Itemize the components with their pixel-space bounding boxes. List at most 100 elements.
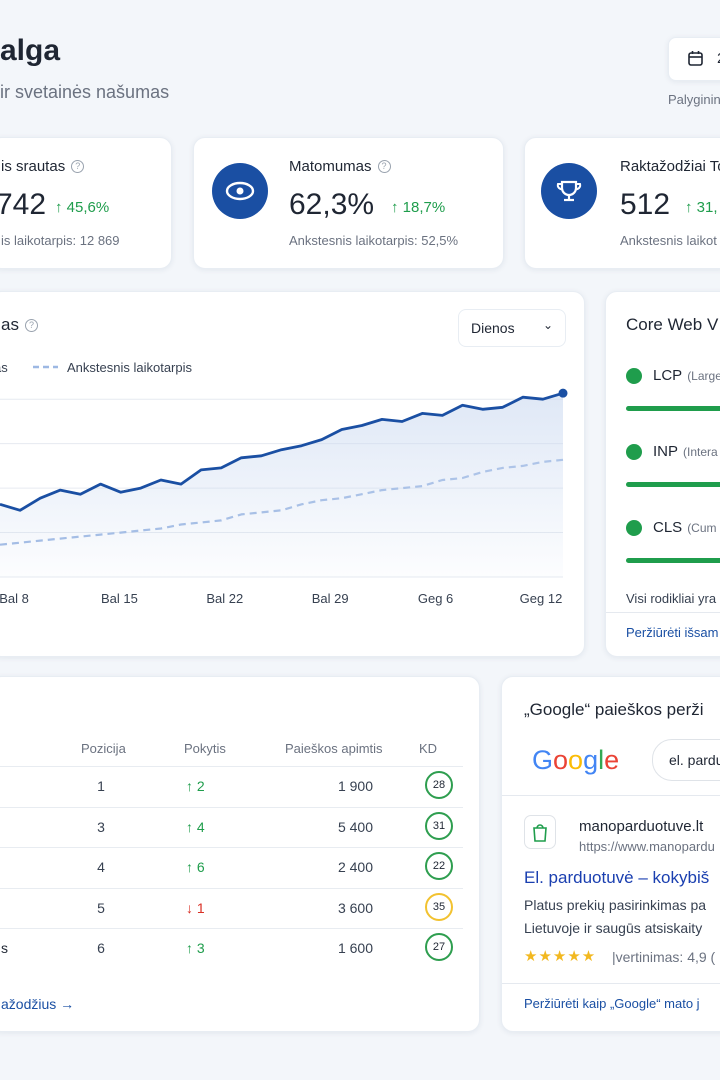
vital-name: CLS xyxy=(653,519,683,536)
stat-previous: is laikotarpis: 12 869 xyxy=(1,233,120,248)
google-logo-text: Google xyxy=(532,745,619,775)
preview-title: „Google“ paieškos perži xyxy=(524,700,704,719)
arrow-up: ↑ xyxy=(186,778,197,794)
x-tick-label: Geg 6 xyxy=(418,591,453,606)
page-subtitle: ir svetainės našumas xyxy=(0,82,170,102)
vital-bar xyxy=(626,558,720,563)
date-button[interactable]: 2 xyxy=(668,37,720,81)
help-icon: ? xyxy=(24,319,38,332)
legend-label: as xyxy=(0,360,8,375)
vital-bar xyxy=(626,406,720,411)
chart-title-text: as xyxy=(1,315,19,334)
stat-card: Raktažodžiai To 512 ↑ 31, Ankstesnis lai… xyxy=(524,137,720,269)
search-query: el. pardu xyxy=(669,752,720,768)
calendar-icon xyxy=(688,51,703,66)
kd-badge: 28 xyxy=(425,771,453,799)
divider xyxy=(502,795,720,796)
page-title: alga xyxy=(0,34,61,67)
change: ↑ 3 xyxy=(186,940,205,956)
logo-letter: l xyxy=(598,745,604,775)
x-tick-label: Bal 8 xyxy=(0,591,29,606)
result-description: Lietuvoje ir saugūs atsiskaity xyxy=(524,920,703,936)
kd-badge: 27 xyxy=(425,933,453,961)
status-dot xyxy=(626,368,642,384)
area xyxy=(0,393,563,577)
result-headline[interactable]: El. parduotuvė – kokybiš xyxy=(524,868,710,887)
vital-bar xyxy=(626,482,720,487)
stat-value: 512 xyxy=(620,188,671,221)
keywords-link-text: ažodžius xyxy=(1,996,57,1012)
x-tick-label: Bal 29 xyxy=(312,591,349,606)
arrow-up: ↑ xyxy=(55,199,67,216)
change: ↑ 6 xyxy=(186,859,205,875)
column-header: Paieškos apimtis xyxy=(285,741,383,756)
volume: 2 400 xyxy=(337,859,373,875)
change-value: 2 xyxy=(196,778,205,794)
column-header: KD xyxy=(418,741,438,756)
volume: 5 400 xyxy=(337,818,373,835)
stat-label: Matomumas? xyxy=(289,158,391,175)
arrow-down: ↓ xyxy=(186,899,197,916)
preview-link[interactable]: Peržiūrėti kaip „Google“ mato j xyxy=(524,996,700,1011)
arrow-up: ↑ xyxy=(685,199,697,216)
row-divider xyxy=(0,766,463,767)
google-logo: Google xyxy=(532,745,619,775)
period-dropdown[interactable]: Dienos ⌄ xyxy=(458,309,566,347)
divider xyxy=(606,612,720,613)
logo-letter: g xyxy=(583,745,598,775)
vitals-card: Core Web V LCP (Large INP (Intera CLS (Cum Vi… xyxy=(605,291,720,657)
arrow-up: ↑ xyxy=(186,859,197,875)
vitals-link[interactable]: Peržiūrėti išsam xyxy=(626,625,719,640)
row-divider xyxy=(0,806,463,808)
stat-change: ↑ 31, xyxy=(685,199,718,216)
result-description: Platus prekių pasirinkimas pa xyxy=(524,897,707,913)
compare-note: Palyginin xyxy=(668,92,720,107)
logo-letter: o xyxy=(553,745,568,775)
column-header: Pozicija xyxy=(81,741,126,756)
stat-label: Raktažodžiai To xyxy=(620,158,720,175)
change-value: 6 xyxy=(196,859,205,875)
stat-change: ↑ 18,7% xyxy=(391,199,445,216)
position: 1 xyxy=(97,778,105,794)
vitals-note: Visi rodikliai yra xyxy=(626,591,717,606)
status-dot xyxy=(626,520,642,536)
logo-letter: G xyxy=(532,745,553,775)
stat-label: is srautas? xyxy=(1,158,85,175)
change-value: 1 xyxy=(196,899,205,916)
column-header: Pokytis xyxy=(184,741,226,756)
position: 4 xyxy=(97,859,105,875)
position: 3 xyxy=(97,818,105,835)
search-box[interactable]: el. pardu xyxy=(652,739,720,781)
help-icon: ? xyxy=(377,160,391,173)
position: 6 xyxy=(97,940,105,956)
vitals-title: Core Web V xyxy=(626,315,719,334)
stat-card: Matomumas? 62,3% ↑ 18,7% Ankstesnis laik… xyxy=(193,137,504,269)
position: 5 xyxy=(97,899,105,916)
stat-change-text: 45,6% xyxy=(66,199,110,216)
favicon xyxy=(524,815,556,849)
stat-previous: Ankstesnis laikotarpis: 52,5% xyxy=(289,233,459,248)
arrow-up: ↑ xyxy=(186,818,197,835)
change-value: 3 xyxy=(196,940,205,956)
kd-badge: 22 xyxy=(425,852,453,880)
vital-desc: (Cum xyxy=(687,521,717,535)
status-dot xyxy=(626,444,642,460)
kd-badge: 35 xyxy=(425,892,453,921)
line-chart: as Ankstesnis laikotarpis Bal 8 Bal 15 Bal 2… xyxy=(0,360,568,606)
row-divider xyxy=(0,847,463,848)
kd-badge: 31 xyxy=(425,811,453,840)
keywords-link[interactable]: ažodžius → xyxy=(1,996,74,1012)
x-tick-label: Bal 15 xyxy=(101,591,138,606)
rating-stars: ★★★★★ xyxy=(524,948,597,965)
eye-icon xyxy=(212,163,268,219)
chevron: ⌄ xyxy=(543,318,554,332)
x-tick-label: Bal 22 xyxy=(206,591,243,606)
logo-letter: o xyxy=(568,745,583,775)
volume: 3 600 xyxy=(337,899,373,916)
dropdown-text: Dienos xyxy=(471,320,515,336)
arrow-up: ↑ xyxy=(186,940,197,956)
stat-change: ↑ 45,6% xyxy=(55,199,109,216)
help-icon: ? xyxy=(71,160,85,173)
stat-value: 62,3% xyxy=(289,188,375,221)
